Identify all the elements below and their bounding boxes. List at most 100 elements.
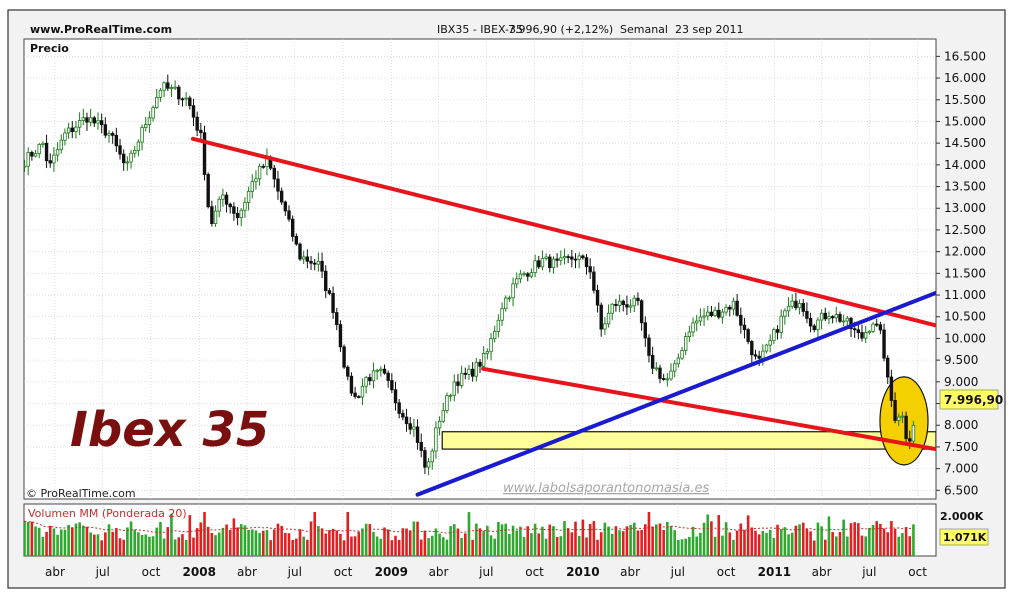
volume-last-badge <box>939 528 989 546</box>
candle-body <box>386 372 390 381</box>
candle-body <box>537 260 541 268</box>
candle-body <box>320 260 324 272</box>
candle-body <box>74 126 78 132</box>
volume-bar <box>24 521 26 556</box>
candle-body <box>735 300 739 316</box>
volume-bar <box>541 526 544 556</box>
candle-body <box>515 278 519 285</box>
candle-body <box>88 117 93 123</box>
candle-body <box>632 297 636 307</box>
volume-bar <box>81 525 85 556</box>
volume-bar <box>596 539 599 556</box>
x-tick-label: 2009 <box>375 565 408 579</box>
volume-bar <box>864 536 867 556</box>
volume-bar <box>882 528 886 556</box>
volume-bar <box>467 512 471 556</box>
volume-bar <box>871 525 875 556</box>
volume-bar <box>383 527 386 556</box>
candle-body <box>335 312 339 325</box>
candle-body <box>706 311 710 317</box>
volume-bar <box>265 530 269 556</box>
candle-body <box>48 160 52 164</box>
candle-body <box>426 461 431 468</box>
volume-bar <box>375 536 379 556</box>
volume-bar <box>342 540 346 556</box>
candle-body <box>904 415 908 440</box>
candle-body <box>819 312 824 321</box>
x-tick-label: oct <box>717 565 736 579</box>
y-tick-label: 11.500 <box>944 266 986 280</box>
volume-bar <box>651 526 654 556</box>
volume-bar <box>93 534 96 556</box>
volume-bar <box>666 521 669 556</box>
volume-bar <box>89 532 92 556</box>
candle-body <box>136 141 141 151</box>
candle-body <box>680 350 684 359</box>
volume-bar <box>478 528 482 556</box>
volume-bar <box>500 524 504 556</box>
volume-bar <box>511 525 515 556</box>
volume-bar <box>162 538 166 556</box>
candle-body <box>85 117 89 123</box>
candle-body <box>107 133 111 136</box>
candle-body <box>639 300 644 324</box>
candle-body <box>478 361 482 367</box>
site-name[interactable]: www.ProRealTime.com <box>30 23 172 36</box>
candle-body <box>893 400 897 421</box>
volume-bar <box>603 522 607 556</box>
candle-body <box>827 316 831 320</box>
volume-bar <box>695 536 699 556</box>
candle-body <box>261 165 265 168</box>
candle-body <box>342 346 346 368</box>
candle-body <box>423 450 427 468</box>
x-tick-label: jul <box>861 565 876 579</box>
candle-body <box>37 144 41 155</box>
candle-body <box>548 256 552 269</box>
volume-bar <box>717 515 721 556</box>
volume-bar <box>126 527 129 556</box>
volume-bar <box>184 539 188 556</box>
volume-bar <box>629 524 632 556</box>
candle-body <box>257 165 262 180</box>
x-tick-label: 2008 <box>183 565 216 579</box>
y-tick-label: 15.000 <box>944 114 986 128</box>
volume-bar <box>206 526 210 556</box>
volume-bar <box>309 521 313 556</box>
volume-bar <box>765 532 768 556</box>
volume-last-value: 1.071K <box>943 531 987 544</box>
volume-bar <box>408 530 412 556</box>
volume-bar <box>59 529 63 556</box>
volume-bar <box>607 526 610 556</box>
volume-bar <box>599 532 603 556</box>
volume-bar <box>739 523 743 556</box>
volume-bar <box>643 524 647 556</box>
candle-body <box>44 142 49 162</box>
candle-body <box>889 376 894 401</box>
volume-bar <box>427 538 430 556</box>
volume-bar <box>346 512 350 556</box>
candle-body <box>162 82 166 91</box>
volume-bar <box>434 528 438 556</box>
volume-bar <box>438 533 441 556</box>
candle-body <box>393 389 398 404</box>
volume-bar <box>614 526 618 556</box>
candle-body <box>860 332 864 339</box>
volume-bar <box>555 536 559 556</box>
candle-body <box>562 256 567 259</box>
volume-bar <box>372 531 375 556</box>
candle-body <box>529 272 534 277</box>
volume-bar <box>456 528 460 556</box>
volume-bar <box>834 536 838 556</box>
candle-body <box>867 330 872 333</box>
candle-body <box>243 202 247 211</box>
volume-bar <box>893 528 897 556</box>
x-tick-label: jul <box>95 565 110 579</box>
volume-bar <box>100 540 103 556</box>
candle-body <box>628 305 633 308</box>
y-tick-label: 9.000 <box>944 375 978 389</box>
candle-body <box>742 324 747 331</box>
volume-bar <box>151 536 155 556</box>
volume-bar <box>621 531 625 556</box>
volume-bar <box>273 529 276 556</box>
candle-body <box>911 424 916 442</box>
